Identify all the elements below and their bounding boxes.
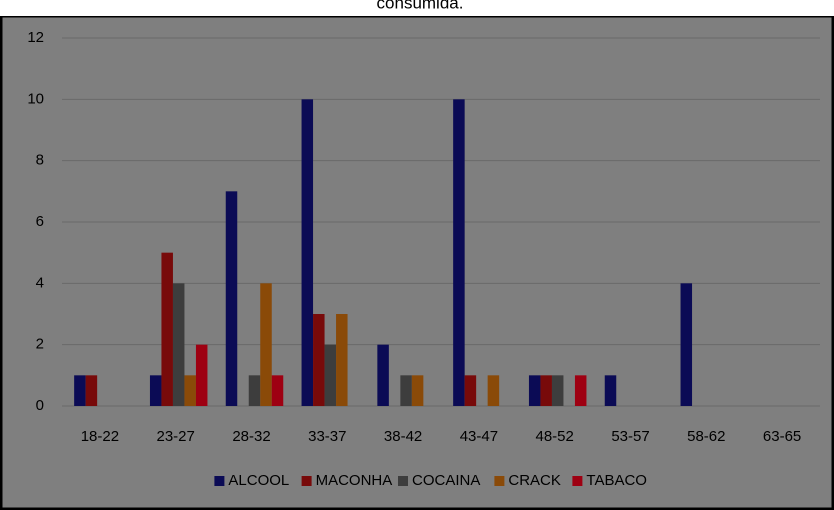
x-tick-label: 28-32 [232, 428, 270, 445]
bar [301, 99, 314, 406]
chart-background [0, 14, 834, 510]
bar [551, 375, 564, 406]
y-tick-label: 6 [36, 213, 44, 230]
y-tick-label: 10 [27, 90, 44, 107]
bar [453, 99, 465, 406]
legend-label: MACONHA [316, 472, 393, 489]
legend-swatch [494, 476, 505, 486]
bar [161, 252, 173, 406]
bar [411, 375, 424, 406]
bar [260, 283, 272, 406]
chart-title: consumida. [377, 0, 464, 12]
bar [149, 375, 162, 406]
bar [540, 375, 552, 406]
bar [225, 191, 238, 406]
legend-swatch [572, 476, 583, 486]
x-tick-label: 33-37 [308, 428, 346, 445]
y-tick-label: 12 [27, 29, 44, 46]
x-tick-label: 43-47 [460, 428, 498, 445]
bar [487, 375, 500, 406]
bar [74, 375, 86, 406]
legend-label: CRACK [508, 472, 561, 489]
bar [336, 314, 348, 406]
legend-swatch [398, 476, 408, 486]
title-strip [0, 0, 834, 16]
bar [172, 283, 185, 406]
bar [680, 283, 693, 406]
y-tick-label: 0 [36, 397, 44, 414]
bar [313, 314, 325, 406]
x-tick-label: 23-27 [157, 428, 195, 445]
bar [464, 375, 477, 406]
bar [377, 344, 389, 406]
x-tick-label: 53-57 [611, 428, 649, 445]
legend-label: ALCOOL [228, 472, 289, 489]
y-tick-label: 2 [36, 336, 44, 353]
bar [324, 344, 337, 406]
bar [271, 375, 284, 406]
y-tick-label: 4 [36, 274, 44, 291]
x-tick-label: 58-62 [687, 428, 725, 445]
bar [400, 375, 412, 406]
y-tick-label: 8 [36, 152, 44, 169]
x-tick-label: 38-42 [384, 428, 422, 445]
x-tick-label: 48-52 [536, 428, 574, 445]
bar [248, 375, 261, 406]
bar [85, 375, 98, 406]
bar [574, 375, 587, 406]
bar [528, 375, 541, 406]
bar [604, 375, 617, 406]
legend-label: COCAINA [412, 472, 480, 489]
bar [184, 375, 196, 406]
legend-swatch [301, 476, 312, 486]
bar [195, 344, 208, 406]
x-tick-label: 63-65 [763, 428, 801, 445]
legend-label: TABACO [586, 472, 647, 489]
legend-swatch [214, 476, 225, 486]
x-tick-label: 18-22 [81, 428, 119, 445]
